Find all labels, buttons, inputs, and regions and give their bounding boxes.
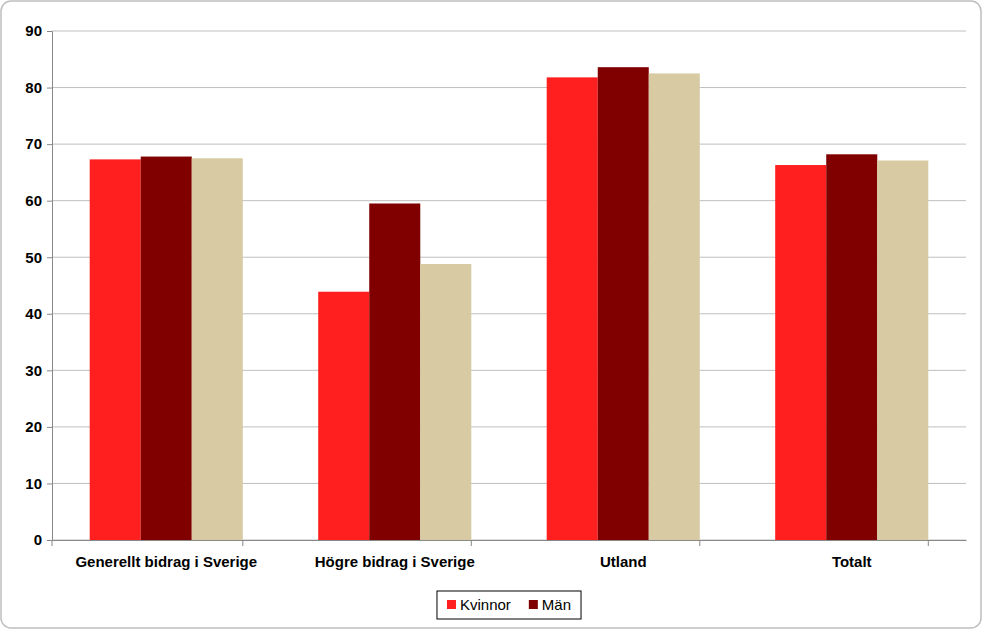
bar	[826, 154, 877, 540]
y-tick-mark	[47, 144, 52, 145]
y-tick-mark	[47, 540, 52, 541]
y-tick-mark	[47, 201, 52, 202]
bar	[369, 203, 420, 540]
bar	[141, 157, 192, 540]
y-tick-label: 0	[34, 531, 42, 548]
bar	[775, 165, 826, 540]
y-tick-label: 40	[25, 305, 42, 322]
x-tick-label: Totalt	[832, 553, 872, 570]
legend-label: Män	[542, 596, 571, 613]
legend-swatch	[447, 600, 456, 609]
plot: 0 10 20 30 40 50 60 70 80 90 Generellt bidrag i Sv…	[25, 22, 966, 569]
y-tick-mark	[47, 257, 52, 258]
x-axis: Generellt bidrag i Sverige Högre bidrag i…	[52, 540, 967, 570]
x-separators	[52, 540, 928, 546]
y-tick-mark	[47, 314, 52, 315]
y-tick-mark	[47, 370, 52, 371]
y-tick-label: 60	[25, 192, 42, 209]
y-tick-mark	[47, 88, 52, 89]
grid-line	[52, 144, 966, 145]
y-tick-label: 50	[25, 249, 42, 266]
y-tick: 40	[25, 305, 52, 322]
grid-line	[52, 87, 966, 88]
x-axis-line	[53, 540, 967, 541]
y-tick: 60	[25, 192, 52, 209]
x-separator	[928, 540, 929, 546]
y-tick: 0	[34, 531, 52, 548]
legend-item: Kvinnor	[447, 596, 511, 613]
x-tick: Högre bidrag i Sverige	[315, 540, 475, 570]
legend-frame	[437, 591, 581, 619]
y-tick: 50	[25, 249, 52, 266]
chart: 0 10 20 30 40 50 60 70 80 90 Generellt bidrag i Sv…	[0, 0, 982, 629]
bar	[649, 73, 700, 540]
x-tick: Generellt bidrag i Sverige	[75, 540, 257, 570]
bar	[877, 161, 928, 540]
x-separator	[242, 540, 243, 546]
bar	[547, 77, 598, 540]
y-tick-mark	[47, 483, 52, 484]
x-tick: Utland	[600, 540, 647, 570]
bar	[90, 159, 141, 540]
x-tick-label: Utland	[600, 553, 647, 570]
y-tick: 30	[25, 362, 52, 379]
chart-frame	[1, 1, 981, 628]
legend-swatch	[529, 600, 538, 609]
y-tick-label: 70	[25, 135, 42, 152]
x-tick-label: Högre bidrag i Sverige	[315, 553, 475, 570]
bars	[90, 67, 929, 540]
x-separator	[471, 540, 472, 546]
y-tick-mark	[47, 427, 52, 428]
y-tick-label: 80	[25, 79, 42, 96]
bar	[598, 67, 649, 540]
y-tick: 90	[25, 22, 52, 39]
y-axis-line	[47, 32, 53, 541]
x-tick-label: Generellt bidrag i Sverige	[75, 553, 257, 570]
x-separator	[52, 540, 53, 546]
x-tick: Totalt	[832, 540, 872, 570]
bar	[420, 264, 471, 540]
grid-line	[52, 31, 966, 32]
y-tick: 70	[25, 135, 52, 152]
y-tick: 10	[25, 475, 52, 492]
x-separator	[699, 540, 700, 546]
y-tick: 80	[25, 79, 52, 96]
grid	[52, 31, 966, 540]
y-tick-label: 20	[25, 418, 42, 435]
y-axis: 0 10 20 30 40 50 60 70 80 90	[25, 22, 52, 548]
y-tick-label: 10	[25, 475, 42, 492]
y-tick-label: 90	[25, 22, 42, 39]
bar	[318, 292, 369, 540]
legend-item: Män	[529, 596, 571, 613]
legend-label: Kvinnor	[460, 596, 511, 613]
bar	[192, 158, 243, 540]
legend: Kvinnor Män	[437, 591, 581, 619]
y-tick-label: 30	[25, 362, 42, 379]
y-tick-mark	[47, 31, 52, 32]
y-tick: 20	[25, 418, 52, 435]
